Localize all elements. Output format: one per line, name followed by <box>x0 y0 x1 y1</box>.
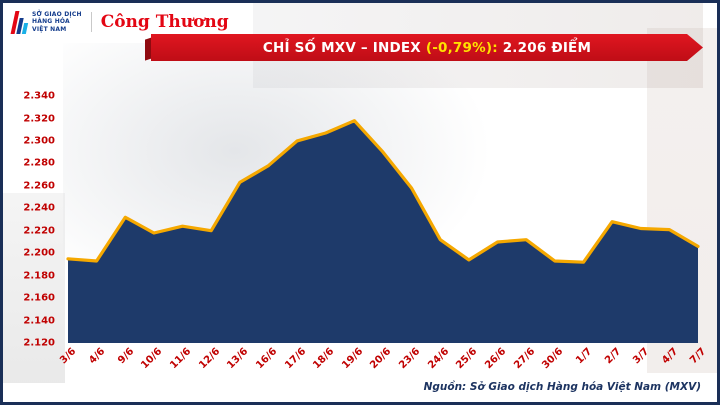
y-tick-label: 2.180 <box>23 270 55 282</box>
y-tick-label: 2.160 <box>23 292 55 304</box>
index-line <box>66 119 700 264</box>
source-note: Nguồn: Sở Giao dịch Hàng hóa Việt Nam (M… <box>423 381 701 393</box>
y-tick-label: 2.140 <box>23 315 55 326</box>
y-tick-label: 2.320 <box>23 113 55 124</box>
mxv-logo-line-1: SỞ GIAO DỊCH <box>32 10 82 18</box>
title-ribbon: CHỈ SỐ MXV – INDEX (-0,79%): 2.206 ĐIỂM <box>151 34 703 61</box>
y-tick-label: 2.260 <box>23 180 55 192</box>
y-tick-label: 2.240 <box>23 202 55 214</box>
mxv-logo-icon <box>10 10 29 34</box>
area-fill <box>68 120 698 343</box>
mxv-index-area-chart <box>66 119 700 343</box>
logo-divider <box>90 12 92 32</box>
mxv-logo-line-3: VIỆT NAM <box>32 25 67 33</box>
mxv-logo-bar-cyan <box>21 22 29 34</box>
y-tick-label: 2.220 <box>23 225 55 237</box>
chart-plot-area <box>66 96 700 343</box>
chart-title-value: 2.206 ĐIỂM <box>497 39 592 56</box>
chart-title-change: (-0,79%): <box>425 39 498 56</box>
y-tick-label: 2.340 <box>23 90 55 102</box>
y-tick-label: 2.280 <box>23 157 55 169</box>
chart-title: CHỈ SỐ MXV – INDEX (-0,79%): 2.206 ĐIỂM <box>263 40 591 56</box>
chart-title-prefix: CHỈ SỐ MXV – INDEX <box>262 39 426 56</box>
congthuong-logo: Công Thương <box>100 12 229 32</box>
y-tick-label: 2.200 <box>23 247 55 259</box>
header-logos: SỞ GIAO DỊCH HÀNG HÓA VIỆT NAM Công Thươ… <box>10 8 229 36</box>
y-tick-label: 2.300 <box>23 135 55 147</box>
mxv-logo-text: SỞ GIAO DỊCH HÀNG HÓA VIỆT NAM <box>32 11 82 34</box>
y-axis: 2.120 2.140 2.160 2.180 2.200 2.220 2.240 2.260… <box>3 91 61 349</box>
y-tick-label: 2.120 <box>23 337 55 349</box>
mxv-logo-line-2: HÀNG HÓA <box>32 18 70 26</box>
